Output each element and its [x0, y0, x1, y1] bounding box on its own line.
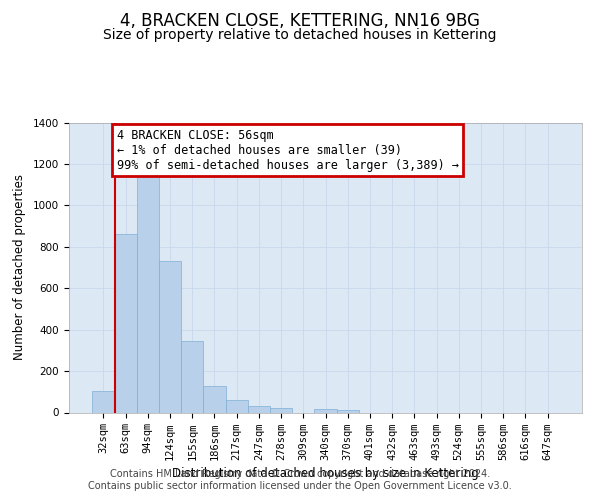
Text: Contains public sector information licensed under the Open Government Licence v3: Contains public sector information licen…	[88, 481, 512, 491]
Y-axis label: Number of detached properties: Number of detached properties	[13, 174, 26, 360]
Text: Contains HM Land Registry data © Crown copyright and database right 2024.: Contains HM Land Registry data © Crown c…	[110, 469, 490, 479]
Bar	[226, 400, 248, 412]
Bar	[337, 410, 359, 412]
Bar	[115, 234, 137, 412]
Bar	[314, 410, 337, 412]
Bar	[270, 408, 292, 412]
Bar	[248, 406, 270, 412]
Bar	[137, 176, 159, 412]
Bar	[203, 386, 226, 412]
Text: 4 BRACKEN CLOSE: 56sqm
← 1% of detached houses are smaller (39)
99% of semi-deta: 4 BRACKEN CLOSE: 56sqm ← 1% of detached …	[117, 128, 459, 172]
Bar	[92, 391, 115, 412]
Bar	[159, 262, 181, 412]
Text: 4, BRACKEN CLOSE, KETTERING, NN16 9BG: 4, BRACKEN CLOSE, KETTERING, NN16 9BG	[120, 12, 480, 30]
Text: Size of property relative to detached houses in Kettering: Size of property relative to detached ho…	[103, 28, 497, 42]
Bar	[181, 341, 203, 412]
X-axis label: Distribution of detached houses by size in Kettering: Distribution of detached houses by size …	[172, 466, 479, 479]
